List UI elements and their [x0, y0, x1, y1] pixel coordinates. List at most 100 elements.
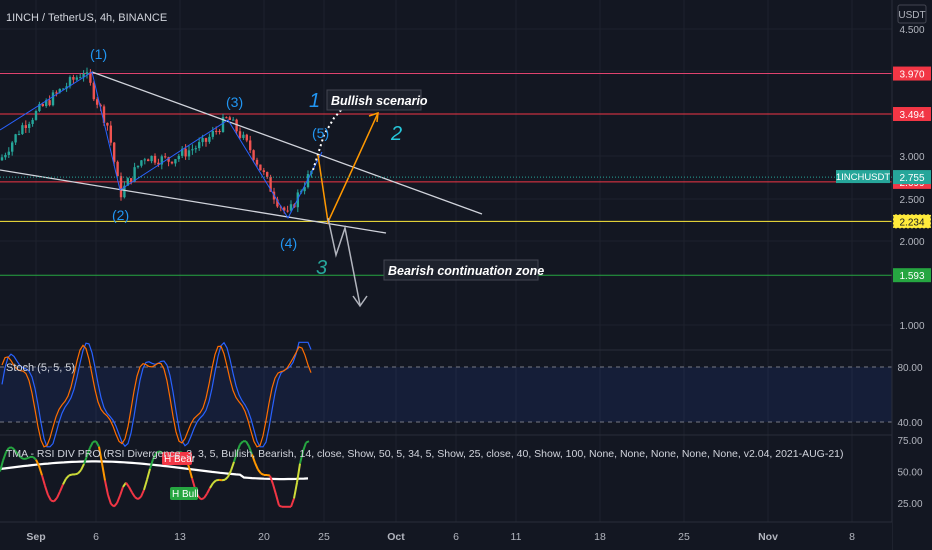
rsi-segment: [212, 479, 217, 484]
candle-body: [0, 157, 4, 161]
h-bull-label: H Bull: [172, 489, 199, 500]
candle-body: [181, 148, 184, 156]
time-tick-8: 18: [594, 531, 606, 543]
rsi-segment: [236, 444, 241, 453]
currency-label: USDT: [898, 10, 925, 21]
rsi-segment: [146, 468, 151, 481]
rsi-title[interactable]: TMA - RSI DIV PRO (RSI Divergence, 3, 3,…: [6, 448, 844, 460]
rsi-segment: [68, 473, 73, 477]
hand-mark-2: 2: [390, 123, 402, 145]
candle-body: [262, 170, 265, 173]
candle-body: [187, 150, 191, 157]
candle-body: [238, 131, 242, 138]
rsi-segment: [38, 465, 43, 476]
bullish-callout-text: Bullish scenario: [331, 94, 428, 108]
candle-body: [31, 119, 34, 124]
rsi-segment: [134, 496, 139, 501]
candle-body: [96, 99, 99, 105]
h-bull-badge: [170, 487, 198, 500]
drawings[interactable]: (1) (2) (3) (4) (5) 1 2 3 Bullish scenar…: [0, 46, 544, 308]
rsi-segment: [290, 498, 295, 508]
rsi-segment: [305, 440, 310, 444]
last-price: 1INCHUSDT 2.755: [0, 170, 931, 185]
rsi-segment: [50, 499, 55, 503]
candle-body: [126, 178, 129, 186]
candle-body: [289, 204, 293, 211]
candle-body: [143, 159, 146, 161]
candle-body: [79, 77, 82, 79]
candle-body: [215, 130, 218, 132]
candle-body: [269, 176, 272, 192]
level-value-1: 3.494: [899, 110, 924, 121]
candle-body: [21, 125, 24, 135]
candle-body: [72, 77, 75, 80]
rsi-segment: [101, 463, 106, 481]
candle-body: [4, 154, 7, 158]
time-tick-4: 25: [318, 531, 330, 543]
time-axis-bg[interactable]: [0, 522, 892, 550]
stoch-title[interactable]: Stoch (5, 5, 5): [6, 362, 75, 374]
time-tick-11: 8: [849, 531, 855, 543]
price-tick-5: 1.000: [899, 321, 924, 332]
rsi-segment: [98, 446, 103, 464]
rsi-segment: [62, 478, 67, 485]
rsi-segment: [197, 495, 202, 501]
rsi-segment: [245, 440, 250, 447]
rsi-segment: [125, 482, 130, 488]
candle-body: [140, 160, 143, 166]
rsi-segment: [254, 462, 259, 470]
rsi-segment: [53, 497, 58, 503]
wave-label-2: (2): [112, 207, 129, 223]
rsi-segment: [230, 461, 235, 471]
rsi-segment: [113, 502, 118, 508]
candle-body: [130, 178, 133, 182]
rsi-segment: [266, 474, 271, 477]
bearish-callout-box[interactable]: [383, 259, 539, 281]
rsi-segment: [275, 494, 280, 506]
candle-body: [92, 82, 95, 100]
candle-body: [167, 157, 170, 162]
rsi-segment: [152, 452, 157, 460]
rsi-segment: [155, 450, 160, 455]
candle-body: [306, 174, 310, 188]
candle-body: [123, 185, 126, 198]
candle-body: [177, 155, 180, 160]
time-tick-3: 20: [258, 531, 270, 543]
currency-badge[interactable]: [897, 4, 927, 24]
stoch-pane: [0, 341, 892, 448]
rsi-segment: [158, 450, 163, 454]
candle-body: [116, 161, 119, 177]
time-tick-9: 25: [678, 531, 690, 543]
rsi-segment: [293, 482, 298, 499]
candle-body: [174, 159, 177, 164]
level-badge-1: [893, 107, 931, 122]
time-tick-10: Nov: [758, 531, 778, 543]
rsi-segment: [257, 468, 262, 475]
rsi-ma-line: [0, 460, 309, 481]
rsi-segment: [137, 495, 142, 500]
rsi-tick-0: 75.00: [897, 436, 922, 447]
rsi-segment: [269, 475, 274, 485]
horizontal-levels[interactable]: [0, 73, 892, 276]
candle-body: [204, 138, 208, 142]
rsi-segment: [143, 479, 148, 491]
candle-body: [170, 161, 174, 164]
rsi-tick-2: 25.00: [897, 499, 922, 510]
candle-body: [218, 130, 221, 133]
candle-body: [245, 134, 248, 141]
stoch-tick-1: 40.00: [897, 418, 922, 429]
candle-body: [58, 88, 61, 93]
rsi-segment: [35, 459, 40, 467]
bullish-callout-box[interactable]: [326, 89, 422, 111]
rsi-segment: [233, 452, 238, 463]
level-value-4: 1.593: [899, 271, 924, 282]
lower-trendline[interactable]: [0, 169, 387, 234]
upper-trendline[interactable]: [91, 71, 483, 215]
rsi-segment: [302, 442, 307, 452]
candle-body: [28, 123, 31, 129]
rsi-segment: [14, 449, 19, 456]
rsi-segment: [116, 495, 121, 504]
candle-body: [38, 104, 41, 111]
rsi-segment: [209, 482, 214, 489]
